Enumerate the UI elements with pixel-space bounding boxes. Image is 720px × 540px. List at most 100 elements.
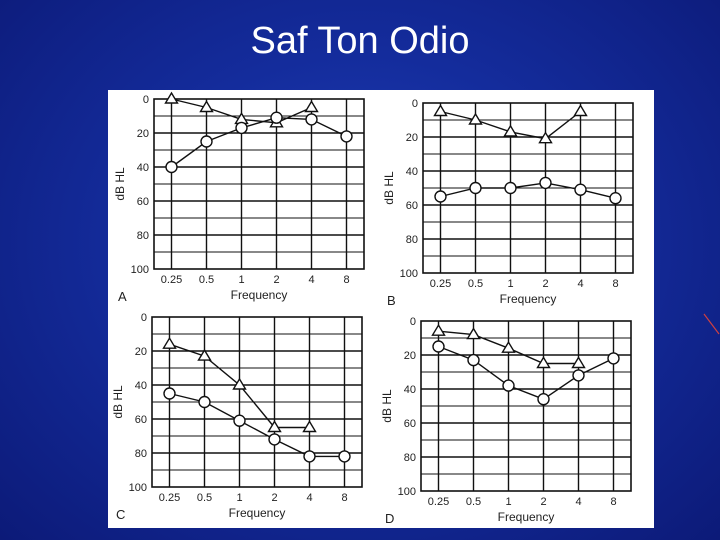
data-point-circle xyxy=(303,450,316,463)
data-point-circle xyxy=(305,113,318,126)
x-tick-label: 0.5 xyxy=(197,492,212,504)
data-point-circle xyxy=(233,414,246,427)
x-axis-label: Frequency xyxy=(498,510,555,524)
y-tick-label: 20 xyxy=(404,350,416,362)
x-tick-label: 2 xyxy=(542,278,548,290)
data-point-circle xyxy=(163,387,176,400)
data-point-circle xyxy=(270,111,283,124)
audiogram-panel-d: 0 20 40 60 80 100 0.25 0.5 1 2 4 8 Frequency dB HL D xyxy=(380,316,632,526)
data-point-circle xyxy=(574,183,587,196)
y-axis-label: dB HL xyxy=(382,171,396,205)
y-tick-label: 40 xyxy=(406,166,418,178)
x-axis-label: Frequency xyxy=(229,506,286,520)
y-tick-label: 100 xyxy=(398,486,416,498)
x-tick-label: 4 xyxy=(577,278,583,290)
audiogram-panel-a: 0 20 40 60 80 100 0.25 0.5 1 2 4 8 Frequency dB HL A xyxy=(113,91,365,304)
data-point-circle xyxy=(235,121,248,135)
data-point-circle xyxy=(467,353,480,367)
data-point-triangle xyxy=(267,420,282,433)
y-tick-label: 20 xyxy=(406,132,418,144)
slide-title: Saf Ton Odio xyxy=(250,20,470,62)
series-line-circle xyxy=(440,182,616,199)
y-tick-label: 0 xyxy=(410,316,416,328)
x-axis-label: Frequency xyxy=(231,288,288,302)
y-axis-label: dB HL xyxy=(113,167,127,201)
x-tick-label: 0.5 xyxy=(468,278,483,290)
x-tick-label: 1 xyxy=(505,496,511,508)
y-tick-label: 20 xyxy=(135,346,147,358)
y-axis-label: dB HL xyxy=(380,389,394,423)
y-tick-label: 0 xyxy=(412,98,418,110)
data-point-triangle xyxy=(302,420,317,433)
x-tick-label: 0.5 xyxy=(199,274,214,286)
y-tick-label: 80 xyxy=(137,230,149,242)
y-tick-label: 40 xyxy=(137,162,149,174)
x-tick-label: 1 xyxy=(236,492,242,504)
y-tick-label: 100 xyxy=(400,268,418,280)
data-point-triangle xyxy=(571,356,586,369)
x-tick-label: 0.25 xyxy=(428,496,449,508)
x-tick-label: 0.5 xyxy=(466,496,481,508)
data-point-triangle xyxy=(501,340,516,353)
data-point-triangle xyxy=(232,377,247,390)
y-tick-label: 100 xyxy=(129,482,147,494)
data-point-circle xyxy=(609,191,622,205)
y-tick-label: 0 xyxy=(143,94,149,106)
data-point-triangle xyxy=(431,323,446,336)
data-point-circle xyxy=(539,176,552,190)
x-tick-label: 8 xyxy=(343,274,349,286)
data-point-circle xyxy=(537,393,550,406)
y-tick-label: 20 xyxy=(137,128,149,140)
series-line-circle xyxy=(169,392,345,458)
y-tick-label: 80 xyxy=(406,234,418,246)
x-tick-label: 2 xyxy=(273,274,279,286)
x-tick-label: 8 xyxy=(341,492,347,504)
data-point-triangle xyxy=(164,91,179,104)
data-point-triangle xyxy=(199,100,214,113)
y-tick-label: 40 xyxy=(135,380,147,392)
y-axis-label: dB HL xyxy=(111,385,125,419)
data-point-circle xyxy=(165,160,178,174)
data-point-circle xyxy=(338,450,351,463)
data-point-circle xyxy=(434,190,447,203)
y-tick-label: 80 xyxy=(135,448,147,460)
data-point-circle xyxy=(469,181,482,195)
x-tick-label: 0.25 xyxy=(159,492,180,504)
data-point-circle xyxy=(572,369,585,382)
audiogram-panel-c: 0 20 40 60 80 100 0.25 0.5 1 2 4 8 Frequency dB HL C xyxy=(111,312,363,522)
data-point-triangle xyxy=(466,327,481,340)
y-tick-label: 80 xyxy=(404,452,416,464)
x-tick-label: 0.25 xyxy=(430,278,451,290)
x-axis-label: Frequency xyxy=(500,292,557,306)
y-tick-label: 40 xyxy=(404,384,416,396)
x-tick-label: 8 xyxy=(610,496,616,508)
y-tick-label: 0 xyxy=(141,312,147,324)
data-point-triangle xyxy=(162,336,177,349)
data-point-triangle xyxy=(468,112,483,125)
x-tick-label: 0.25 xyxy=(161,274,182,286)
x-tick-label: 4 xyxy=(575,496,581,508)
data-point-circle xyxy=(198,395,211,409)
series-line-circle xyxy=(438,345,614,400)
data-point-circle xyxy=(432,340,445,353)
data-point-triangle xyxy=(573,104,588,117)
x-tick-label: 2 xyxy=(271,492,277,504)
panel-letter: C xyxy=(116,507,125,522)
series-line-circle xyxy=(171,116,347,168)
audiogram-figure: 0 20 40 60 80 100 0.25 0.5 1 2 4 8 Frequency dB HL A 0 2… xyxy=(108,90,654,528)
data-point-circle xyxy=(502,379,515,392)
data-point-triangle xyxy=(433,104,448,117)
data-point-triangle xyxy=(536,356,551,369)
decorative-line xyxy=(703,313,720,335)
audiogram-panel-b: 0 20 40 60 80 100 0.25 0.5 1 2 4 8 Frequency dB HL B xyxy=(382,98,634,308)
data-point-triangle xyxy=(197,348,212,361)
data-point-circle xyxy=(268,433,281,446)
panel-letter: B xyxy=(387,293,396,308)
panel-letter: A xyxy=(118,289,127,304)
x-tick-label: 2 xyxy=(540,496,546,508)
y-tick-label: 60 xyxy=(135,414,147,426)
panel-letter: D xyxy=(385,511,394,526)
data-point-triangle xyxy=(538,131,553,144)
data-point-circle xyxy=(607,352,620,365)
